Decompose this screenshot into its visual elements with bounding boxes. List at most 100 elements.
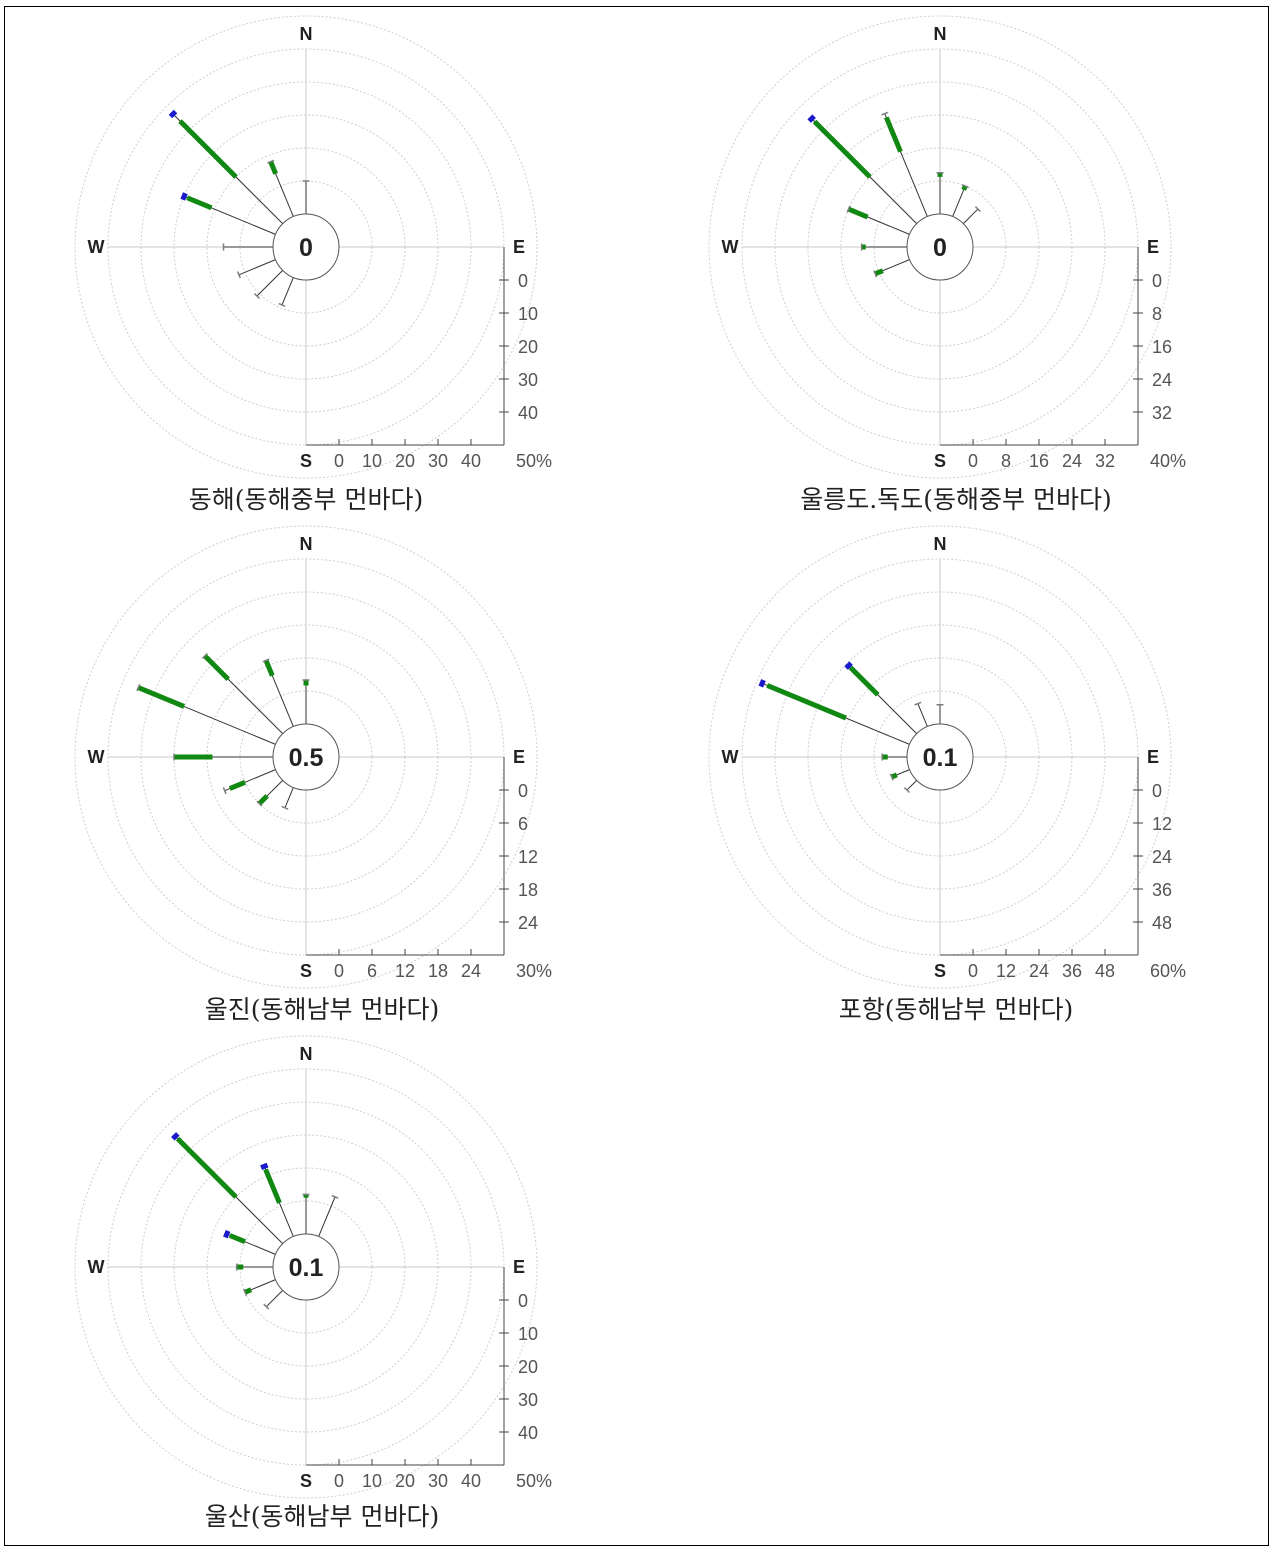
- scale-tick-label-vertical: 0: [1152, 781, 1162, 801]
- petal-cap: [262, 658, 270, 663]
- scale-tick-label-horizontal: 20: [395, 451, 415, 471]
- grid-ring: [74, 525, 538, 989]
- petal-bar: [884, 116, 903, 153]
- windrose-panel-ulleungdo: 0 N E S W 0 0 8 8 16 16 24 24 32 32 40%: [690, 15, 1190, 479]
- petal-spoke: [318, 1196, 336, 1237]
- grid-ring: [708, 15, 1172, 479]
- calm-value: 0.5: [289, 744, 324, 772]
- petal-cap: [914, 701, 922, 706]
- scale-tick-label-horizontal: 40: [461, 451, 481, 471]
- windrose-chart: 0.1 N E S W 0 0 10 10 20 20 30 30 40 40 50%: [74, 1035, 552, 1499]
- compass-label-w: W: [88, 1257, 105, 1277]
- petal-bar: [257, 794, 269, 806]
- scale-tick-label-vertical: 6: [518, 814, 528, 834]
- petal-spoke: [256, 269, 284, 297]
- chart-caption: 울릉도.독도(동해중부 먼바다): [800, 485, 1112, 514]
- petal-bar: [137, 685, 186, 709]
- scale-tick-label-vertical: 8: [1152, 304, 1162, 324]
- windrose-panel-uljin: 0.5 N E S W 0 0 6 6 12 12 18 18 24 24 30%: [56, 525, 556, 989]
- scale-tick-label-horizontal: 0: [968, 961, 978, 981]
- calm-value: 0: [299, 234, 313, 262]
- petal-cap: [846, 205, 851, 213]
- scale-tick-label-horizontal: 6: [367, 961, 377, 981]
- scale-tick-label-vertical: 0: [518, 271, 528, 291]
- scale-unit-label: 60%: [1150, 961, 1186, 981]
- chart-caption: 포항(동해남부 먼바다): [838, 995, 1074, 1024]
- petal-cap: [873, 270, 878, 278]
- scale-tick-label-horizontal: 20: [395, 1471, 415, 1491]
- petal-cap: [278, 302, 286, 307]
- compass-label-n: N: [300, 534, 313, 554]
- petal-cap: [974, 206, 981, 213]
- scale-tick-label-horizontal: 12: [395, 961, 415, 981]
- petal-cap: [844, 661, 853, 670]
- scale-tick-label-vertical: 0: [518, 781, 528, 801]
- scale-tick-label-vertical: 12: [518, 847, 538, 867]
- scale-tick-label-horizontal: 30: [428, 1471, 448, 1491]
- petal-cap: [222, 787, 227, 795]
- scale-tick-label-horizontal: 0: [334, 961, 344, 981]
- petal-cap: [171, 1132, 180, 1141]
- compass-label-e: E: [1147, 747, 1159, 767]
- compass-label-n: N: [934, 24, 947, 44]
- petal-bar: [263, 659, 275, 677]
- petal-spoke: [265, 1289, 284, 1308]
- windrose-chart: 0.5 N E S W 0 0 6 6 12 12 18 18 24 24 30%: [74, 525, 552, 989]
- compass-label-w: W: [88, 747, 105, 767]
- petal-bar: [847, 206, 869, 220]
- scale-tick-label-vertical: 16: [1152, 337, 1172, 357]
- scale-tick-label-vertical: 40: [518, 1423, 538, 1443]
- calm-value: 0.1: [923, 744, 958, 772]
- petal-bar: [890, 772, 898, 780]
- scale-tick-label-horizontal: 0: [968, 451, 978, 471]
- petal-spoke: [281, 277, 294, 306]
- petal-bar: [228, 1233, 246, 1245]
- scale-unit-label: 30%: [516, 961, 552, 981]
- scale-tick-label-vertical: 12: [1152, 814, 1172, 834]
- petal-bar: [766, 683, 847, 721]
- scale-tick-label-horizontal: 36: [1062, 961, 1082, 981]
- petal-bar: [244, 1287, 253, 1295]
- scale-tick-label-vertical: 30: [518, 1390, 538, 1410]
- compass-label-n: N: [300, 1044, 313, 1064]
- calm-circle: [272, 1233, 340, 1301]
- scale-unit-label: 40%: [1150, 451, 1186, 471]
- compass-label-e: E: [1147, 237, 1159, 257]
- compass-label-s: S: [934, 961, 946, 981]
- scale-tick-label-horizontal: 8: [1001, 451, 1011, 471]
- petal-cap: [242, 1288, 248, 1296]
- petal-cap: [253, 292, 261, 300]
- scale-tick-label-vertical: 20: [518, 337, 538, 357]
- petal-cap: [223, 1229, 231, 1239]
- petal-cap: [889, 773, 894, 781]
- scale-unit-label: 50%: [516, 451, 552, 471]
- compass-label-n: N: [934, 534, 947, 554]
- calm-value: 0: [933, 234, 947, 262]
- petal-cap: [281, 805, 289, 810]
- petal-cap: [263, 1303, 270, 1310]
- scale-tick-label-vertical: 20: [518, 1357, 538, 1377]
- petal-bar: [874, 268, 884, 277]
- petal-bar: [848, 665, 880, 697]
- petal-spoke: [906, 779, 918, 791]
- petal-spoke: [917, 703, 928, 727]
- petal-cap: [260, 1162, 269, 1171]
- scale-tick-label-horizontal: 10: [362, 1471, 382, 1491]
- scale-tick-label-vertical: 10: [518, 1324, 538, 1344]
- compass-label-n: N: [300, 24, 313, 44]
- windrose-chart: 0 N E S W 0 0 8 8 16 16 24 24 32 32 40%: [708, 15, 1186, 479]
- petal-bar: [175, 1136, 238, 1199]
- compass-label-s: S: [300, 451, 312, 471]
- scale-tick-label-horizontal: 0: [334, 1471, 344, 1491]
- windrose-panel-donghae: 0 N E S W 0 0 10 10 20 20 30 30 40 40 50%: [56, 15, 556, 479]
- scale-tick-label-vertical: 24: [1152, 370, 1172, 390]
- windrose-panel-pohang: 0.1 N E S W 0 0 12 12 24 24 36 36 48 48 60%: [690, 525, 1190, 989]
- scale-tick-label-vertical: 40: [518, 403, 538, 423]
- calm-value: 0.1: [289, 1254, 324, 1282]
- scale-tick-label-horizontal: 10: [362, 451, 382, 471]
- petal-cap: [961, 183, 969, 189]
- scale-tick-label-vertical: 36: [1152, 880, 1172, 900]
- chart-caption: 울진(동해남부 먼바다): [204, 995, 440, 1024]
- compass-label-s: S: [934, 451, 946, 471]
- grid-ring: [74, 15, 538, 479]
